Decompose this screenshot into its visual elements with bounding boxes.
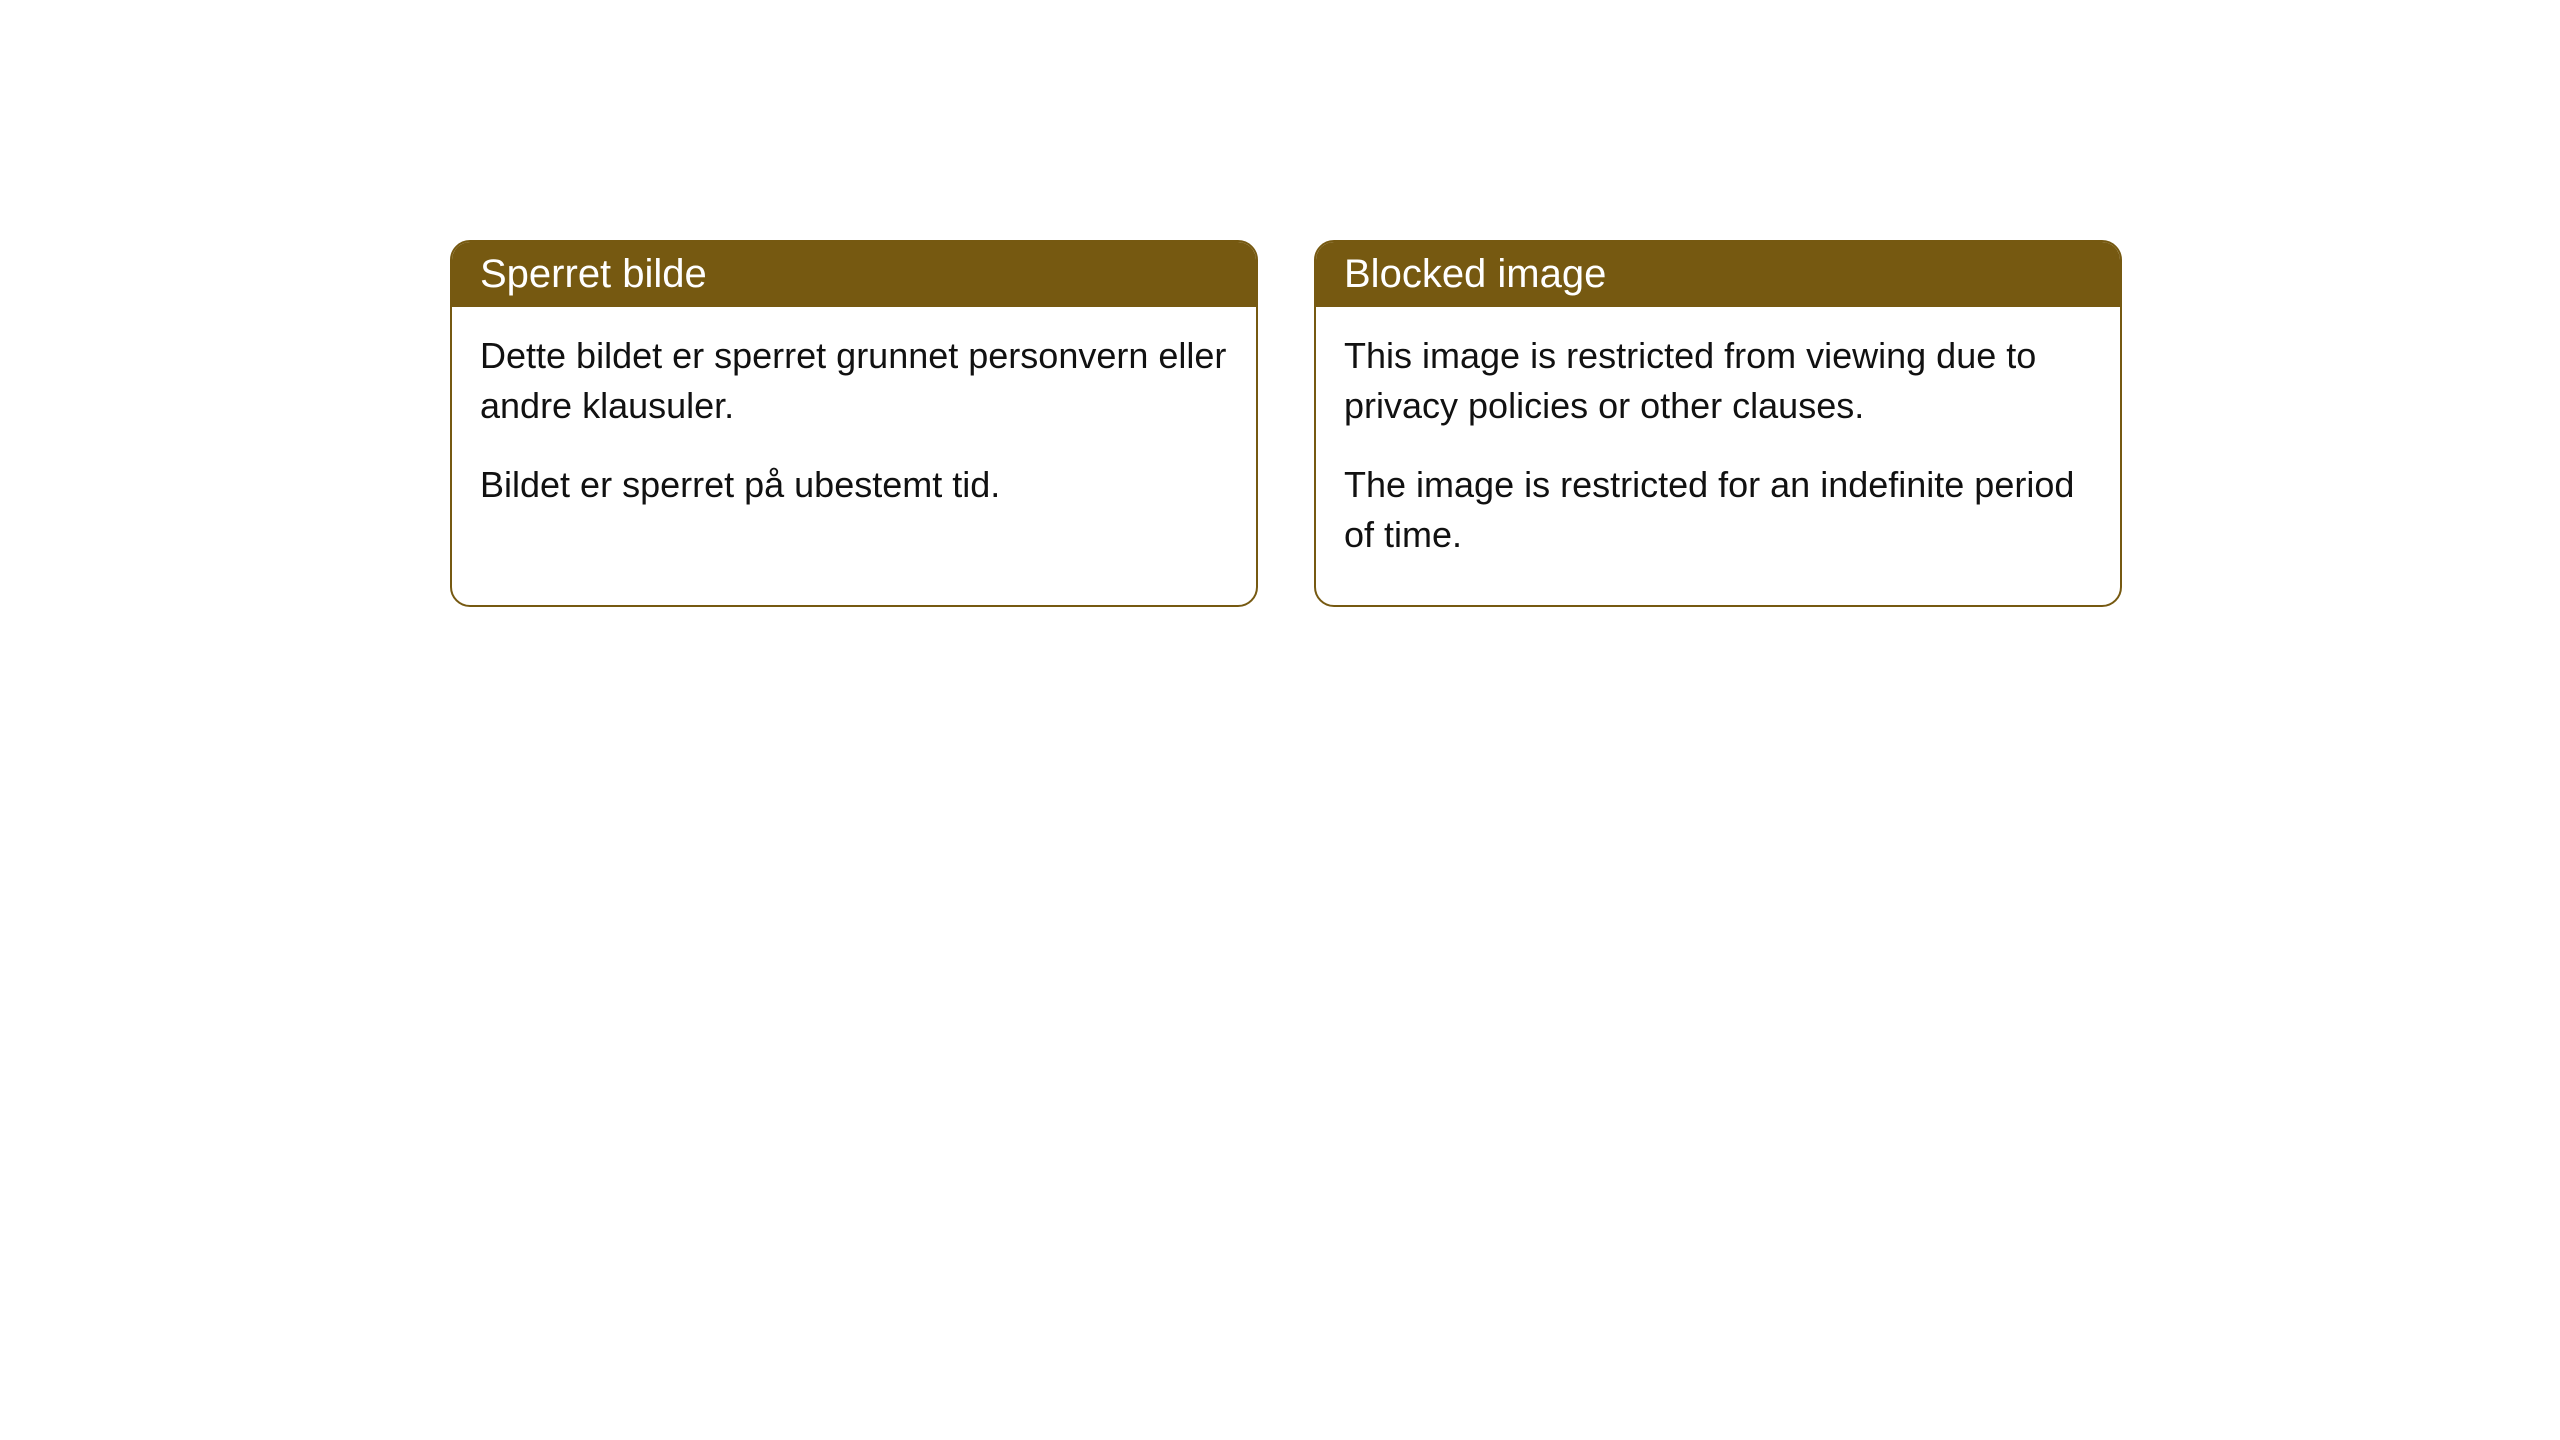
card-header-norwegian: Sperret bilde [452,242,1256,307]
card-text-english-2: The image is restricted for an indefinit… [1344,460,2092,561]
card-text-english-1: This image is restricted from viewing du… [1344,331,2092,432]
card-body-english: This image is restricted from viewing du… [1316,307,2120,605]
blocked-image-card-norwegian: Sperret bilde Dette bildet er sperret gr… [450,240,1258,607]
card-header-english: Blocked image [1316,242,2120,307]
blocked-image-card-english: Blocked image This image is restricted f… [1314,240,2122,607]
card-text-norwegian-1: Dette bildet er sperret grunnet personve… [480,331,1228,432]
card-body-norwegian: Dette bildet er sperret grunnet personve… [452,307,1256,554]
notice-cards-container: Sperret bilde Dette bildet er sperret gr… [450,240,2122,607]
card-text-norwegian-2: Bildet er sperret på ubestemt tid. [480,460,1228,510]
